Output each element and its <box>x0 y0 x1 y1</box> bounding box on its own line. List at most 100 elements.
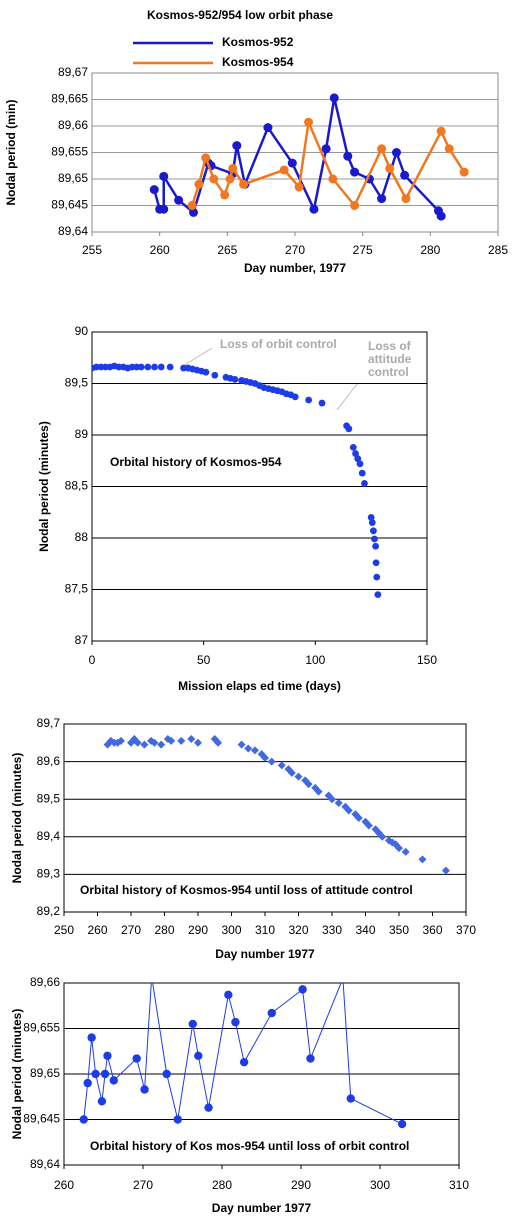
data-point <box>225 174 235 184</box>
data-point <box>159 204 169 214</box>
data-point <box>328 795 336 804</box>
y-tick-label: 89,7 <box>37 716 61 730</box>
data-point <box>239 1057 249 1067</box>
chart-title: Orbital history of Kosmos-954 <box>110 455 282 469</box>
data-point <box>202 368 210 376</box>
data-point <box>436 126 446 136</box>
data-point <box>392 148 401 157</box>
data-point <box>287 158 297 168</box>
data-point <box>244 744 253 753</box>
chart-title: Kosmos-952/954 low orbit phase <box>147 8 333 22</box>
y-tick-label: 89,5 <box>65 376 89 390</box>
data-point <box>239 179 249 189</box>
y-tick-label: 89,655 <box>51 145 88 159</box>
data-point <box>167 736 176 745</box>
data-point <box>377 144 387 154</box>
data-point <box>194 1051 203 1061</box>
data-point <box>79 1115 88 1124</box>
y-tick-label: 89 <box>75 427 89 441</box>
y-tick-label: 89,64 <box>58 224 88 238</box>
data-point <box>159 171 169 181</box>
legend-label: Kosmos-952 <box>222 35 294 49</box>
data-point <box>354 814 363 822</box>
y-tick-label: 90 <box>75 324 89 338</box>
data-point <box>344 806 353 815</box>
annotation: control <box>368 365 409 379</box>
data-point <box>162 1069 171 1079</box>
data-point <box>378 832 387 841</box>
data-point <box>137 363 145 371</box>
data-point <box>358 469 366 477</box>
data-point <box>220 190 230 200</box>
annotation: Loss of <box>368 339 412 353</box>
annotation: attitude <box>368 352 412 366</box>
data-point <box>140 1085 149 1094</box>
plot-area <box>92 362 382 599</box>
data-point <box>305 396 313 404</box>
data-point <box>177 736 186 745</box>
data-point <box>304 117 314 127</box>
data-point <box>194 738 202 747</box>
data-point <box>345 425 353 433</box>
data-point <box>368 519 376 526</box>
x-tick-label: 270 <box>133 1178 153 1192</box>
x-axis-label: Mission elaps ed time (days) <box>178 679 341 693</box>
y-axis-label: Nodal period (minutes) <box>37 421 51 552</box>
y-tick-label: 89,645 <box>23 1112 60 1126</box>
data-point <box>354 455 362 463</box>
x-tick-label: 360 <box>422 923 442 937</box>
data-point <box>201 153 211 163</box>
y-tick-label: 89,64 <box>30 1157 60 1171</box>
data-point <box>97 1097 107 1106</box>
data-point <box>211 371 219 379</box>
data-point <box>356 460 364 468</box>
x-tick-label: 320 <box>288 923 308 937</box>
plot-area <box>103 735 450 875</box>
data-point <box>261 753 269 762</box>
data-point <box>364 821 373 830</box>
y-axis-label: Nodal period (minutes) <box>10 1009 24 1140</box>
x-tick-label: 280 <box>420 243 440 257</box>
data-point <box>444 144 454 154</box>
data-point <box>194 179 204 189</box>
data-point <box>350 167 360 177</box>
data-point <box>133 738 142 747</box>
data-point <box>209 174 219 184</box>
x-tick-label: 250 <box>54 923 74 937</box>
data-point <box>103 1051 112 1061</box>
data-point <box>231 375 239 383</box>
data-point <box>294 772 303 781</box>
data-point <box>370 527 377 535</box>
data-point <box>147 972 155 980</box>
data-point <box>267 1008 276 1018</box>
data-point <box>187 735 196 744</box>
y-tick-label: 89,66 <box>58 118 88 132</box>
data-point <box>314 787 323 796</box>
data-point <box>367 514 375 521</box>
data-point <box>87 1033 96 1042</box>
data-point <box>436 211 446 221</box>
data-point <box>339 974 347 982</box>
data-point <box>298 985 307 994</box>
x-tick-label: 280 <box>212 1178 232 1192</box>
chart-title: Orbital history of Kos mos-954 until los… <box>90 1139 409 1153</box>
data-point <box>374 591 382 599</box>
y-axis-label: Nodal period (min) <box>4 100 18 206</box>
x-tick-label: 100 <box>305 653 325 667</box>
data-point <box>109 1076 118 1085</box>
data-point <box>228 163 238 173</box>
data-point <box>294 182 304 192</box>
y-tick-label: 89,65 <box>30 1066 60 1080</box>
x-tick-label: 290 <box>291 1178 311 1192</box>
x-axis-label: Day number 1977 <box>212 1201 312 1215</box>
data-point <box>224 990 233 1000</box>
data-point <box>279 165 289 175</box>
annotation-leader <box>336 383 358 411</box>
data-point <box>267 757 276 766</box>
y-tick-label: 89,665 <box>51 92 88 106</box>
chart-title: Orbital history of Kosmos-954 until loss… <box>80 883 413 897</box>
plot-frame <box>63 982 460 1166</box>
data-point <box>309 204 319 214</box>
data-point <box>334 798 343 807</box>
x-tick-label: 300 <box>370 1178 390 1192</box>
